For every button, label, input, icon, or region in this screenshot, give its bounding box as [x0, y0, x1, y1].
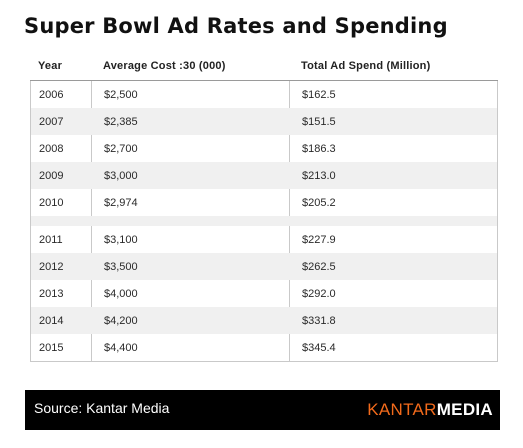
cell-total-ad-spend: $262.5 — [302, 261, 336, 273]
cell-average-cost: $2,385 — [104, 116, 138, 128]
table-header-row: Year Average Cost :30 (000) Total Ad Spe… — [30, 52, 498, 81]
table-body: 2006 $2,500 $162.5 2007 $2,385 $151.5 20… — [30, 81, 498, 362]
table-row: 2007 $2,385 $151.5 — [31, 108, 497, 135]
cell-year: 2014 — [39, 315, 64, 327]
cell-average-cost: $2,500 — [104, 89, 138, 101]
cell-total-ad-spend: $162.5 — [302, 89, 336, 101]
cell-total-ad-spend: $292.0 — [302, 288, 336, 300]
cell-year: 2009 — [39, 170, 64, 182]
cell-average-cost: $4,200 — [104, 315, 138, 327]
table-row: 2015 $4,400 $345.4 — [31, 334, 497, 361]
header-year: Year — [38, 60, 63, 72]
cell-year: 2012 — [39, 261, 64, 273]
table-row: 2010 $2,974 $205.2 — [31, 189, 497, 216]
cell-total-ad-spend: $151.5 — [302, 116, 336, 128]
table-row: 2011 $3,100 $227.9 — [31, 226, 497, 253]
cell-year: 2007 — [39, 116, 64, 128]
table-row: 2006 $2,500 $162.5 — [31, 81, 497, 108]
cell-total-ad-spend: $345.4 — [302, 342, 336, 354]
cell-average-cost: $3,000 — [104, 170, 138, 182]
ad-rates-table: Year Average Cost :30 (000) Total Ad Spe… — [30, 52, 498, 362]
cell-total-ad-spend: $331.8 — [302, 315, 336, 327]
cell-average-cost: $3,500 — [104, 261, 138, 273]
cell-year: 2011 — [39, 234, 63, 246]
header-total-ad-spend: Total Ad Spend (Million) — [301, 60, 431, 72]
table-row: 2012 $3,500 $262.5 — [31, 253, 497, 280]
cell-total-ad-spend: $205.2 — [302, 197, 336, 209]
kantar-media-logo: KANTARMEDIA — [367, 400, 493, 420]
logo-text-kantar: KANTAR — [367, 400, 437, 419]
cell-average-cost: $4,000 — [104, 288, 138, 300]
cell-total-ad-spend: $213.0 — [302, 170, 336, 182]
cell-average-cost: $4,400 — [104, 342, 138, 354]
source-footer: Source: Kantar Media KANTARMEDIA — [25, 390, 500, 430]
cell-average-cost: $2,974 — [104, 197, 138, 209]
cell-year: 2013 — [39, 288, 64, 300]
table-spacer-row — [31, 216, 497, 226]
page-title: Super Bowl Ad Rates and Spending — [24, 14, 448, 38]
cell-year: 2010 — [39, 197, 64, 209]
table-row: 2009 $3,000 $213.0 — [31, 162, 497, 189]
table-row: 2008 $2,700 $186.3 — [31, 135, 497, 162]
table-row: 2014 $4,200 $331.8 — [31, 307, 497, 334]
header-average-cost: Average Cost :30 (000) — [103, 60, 226, 72]
cell-year: 2008 — [39, 143, 64, 155]
cell-year: 2006 — [39, 89, 64, 101]
logo-text-media: MEDIA — [436, 400, 493, 419]
cell-total-ad-spend: $227.9 — [302, 234, 336, 246]
source-credit: Source: Kantar Media — [34, 400, 170, 416]
cell-year: 2015 — [39, 342, 64, 354]
table-row: 2013 $4,000 $292.0 — [31, 280, 497, 307]
cell-average-cost: $2,700 — [104, 143, 138, 155]
cell-total-ad-spend: $186.3 — [302, 143, 336, 155]
cell-average-cost: $3,100 — [104, 234, 138, 246]
